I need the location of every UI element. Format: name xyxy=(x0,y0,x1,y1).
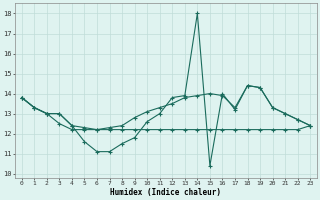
X-axis label: Humidex (Indice chaleur): Humidex (Indice chaleur) xyxy=(110,188,221,197)
